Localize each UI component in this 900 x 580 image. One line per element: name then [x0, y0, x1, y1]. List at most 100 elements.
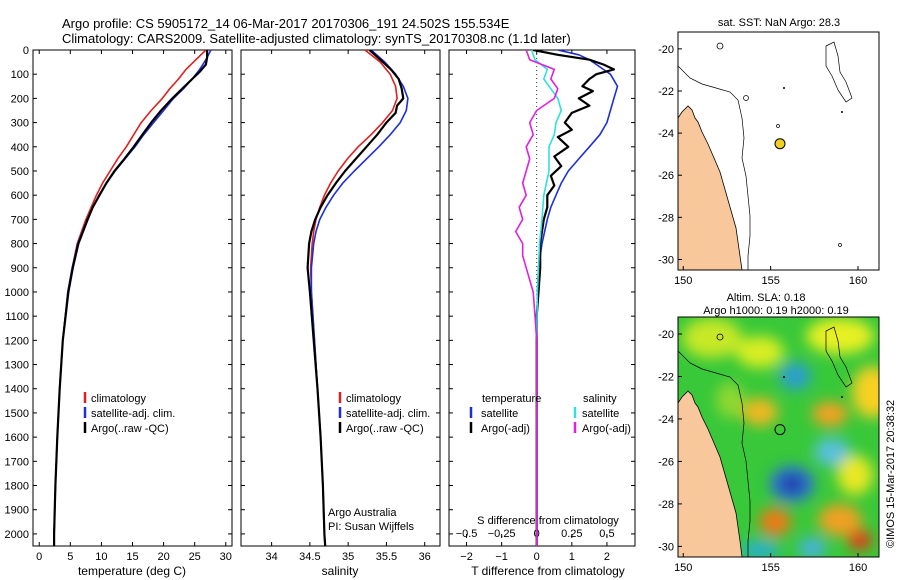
y-tick-label: 300	[11, 118, 29, 130]
map-x-tick-label: 160	[849, 562, 867, 574]
y-tick-label: 1400	[5, 384, 29, 396]
sla-anomaly	[742, 398, 778, 426]
y-tick-label: 200	[11, 93, 29, 105]
y-tick-label: 1000	[5, 287, 29, 299]
y-tick-label: 600	[11, 190, 29, 202]
legend-argo-label: Argo(..raw -QC)	[346, 423, 424, 435]
island-marker	[716, 42, 724, 50]
y-tick-label: 1600	[5, 432, 29, 444]
temperature-plot: 0100200300400500600700800900100011001200…	[5, 45, 232, 563]
temperature-plot-frame	[32, 49, 233, 547]
series-line-temperature-argo-adj	[532, 50, 616, 546]
island-marker	[838, 243, 842, 247]
reef-contour	[825, 326, 853, 388]
y-tick-label: 1800	[5, 481, 29, 493]
map-y-tick-label: -24	[658, 414, 674, 426]
series-line-temperature-satellite	[535, 50, 619, 546]
x-tick-label: 15	[126, 551, 138, 563]
pi-annotation: PI: Susan Wijffels	[328, 521, 414, 533]
map-y-tick-label: -22	[658, 371, 674, 383]
y-tick-label: 700	[11, 214, 29, 226]
salinity-x-axis-label: salinity	[322, 564, 359, 578]
y-tick-label: 500	[11, 166, 29, 178]
sla-map-title-line1: Altim. SLA: 0.18	[727, 292, 806, 304]
sla-anomaly	[682, 318, 742, 358]
s-tick-label: −0.25	[488, 528, 516, 540]
continental-shelf-contour	[678, 350, 751, 557]
y-tick-label: 1500	[5, 408, 29, 420]
australia-coast-land	[678, 105, 743, 270]
legend-satellite-label: satellite-adj. clim.	[91, 408, 175, 420]
series-line-satellite-adj-clim	[53, 50, 212, 546]
x-tick-label: 20	[157, 551, 169, 563]
map-y-tick-label: -28	[658, 212, 674, 224]
sla-anomaly	[740, 540, 780, 557]
island-marker	[841, 396, 843, 398]
sst-map-frame	[677, 31, 880, 271]
series-line-argo-raw-qc	[52, 50, 209, 546]
x-tick-label: 1	[569, 551, 575, 563]
series-line-argo-raw-qc	[306, 50, 405, 546]
series-group	[306, 50, 409, 546]
island-marker	[783, 376, 785, 378]
sst-map	[678, 32, 879, 270]
difference-plot-frame	[448, 49, 636, 547]
sst-map-title: sat. SST: NaN Argo: 28.3	[718, 17, 840, 29]
difference-temperature-legend: temperature satellite Argo(-adj)	[469, 393, 541, 435]
island-marker	[783, 87, 785, 89]
argo-australia-annotation: Argo Australia	[328, 507, 397, 519]
x-tick-label: 35.5	[376, 551, 397, 563]
sla-anomaly	[806, 318, 874, 354]
legend-argo-label: Argo(..raw -QC)	[91, 423, 169, 435]
map-y-tick-label: -30	[658, 254, 674, 266]
map-x-tick-label: 160	[849, 275, 867, 287]
sla-anomaly	[736, 336, 784, 368]
x-tick-label: 34	[265, 551, 277, 563]
difference-x-axis-label: T difference from climatology	[471, 564, 625, 578]
island-marker	[841, 111, 843, 113]
s-tick-label: −0.5	[456, 528, 478, 540]
reef-contour	[825, 41, 853, 103]
temperature-x-axis-label: temperature (deg C)	[78, 564, 186, 578]
australia-coast-land	[678, 390, 743, 557]
sla-anomaly	[837, 455, 873, 495]
sla-map-title-line2: Argo h1000: 0.19 h2000: 0.19	[703, 305, 849, 317]
x-tick-label: 10	[95, 551, 107, 563]
x-tick-label: 25	[189, 551, 201, 563]
sla-anomaly	[848, 530, 872, 550]
map-x-tick-label: 155	[761, 562, 779, 574]
s-tick-label: 0.25	[561, 528, 582, 540]
sla-anomaly	[852, 366, 879, 418]
x-tick-label: 35	[342, 551, 354, 563]
map-y-tick-label: -20	[658, 44, 674, 56]
island-marker	[776, 124, 780, 128]
legend-climatology-label: climatology	[346, 393, 402, 405]
series-group	[514, 50, 619, 546]
legend-temperature-title: temperature	[482, 393, 541, 405]
x-tick-label: 2	[604, 551, 610, 563]
x-tick-label: 36	[419, 551, 431, 563]
series-line-salinity-argo-adj	[514, 50, 559, 546]
difference-salinity-legend: salinity satellite Argo(-adj)	[573, 393, 631, 435]
legend-temp-argo-label: Argo(-adj)	[481, 423, 530, 435]
legend-sal-satellite-label: satellite	[582, 408, 619, 420]
map-y-tick-label: -22	[658, 86, 674, 98]
argo-float-marker	[774, 424, 786, 436]
temperature-legend: climatology satellite-adj. clim. Argo(..…	[83, 392, 175, 435]
sst-map-axes: 150 155 160 -20 -22 -24 -26 -28 -30	[658, 44, 867, 287]
map-x-tick-label: 150	[674, 275, 692, 287]
island-marker	[743, 95, 749, 101]
sla-anomaly	[759, 508, 791, 536]
salinity-plot-frame	[240, 49, 441, 547]
sla-map-axes: 150 155 160 -20 -22 -24 -26 -28 -30	[658, 329, 867, 574]
continental-shelf-contour	[678, 65, 751, 270]
s-tick-label: 0.5	[599, 528, 614, 540]
y-tick-label: 2000	[5, 529, 29, 541]
y-tick-label: 400	[11, 142, 29, 154]
argo-float-marker	[774, 138, 786, 150]
legend-salinity-title: salinity	[583, 393, 617, 405]
map-y-tick-label: -26	[658, 456, 674, 468]
sla-map-frame	[677, 316, 880, 558]
salinity-legend: climatology satellite-adj. clim. Argo(..…	[338, 392, 430, 435]
